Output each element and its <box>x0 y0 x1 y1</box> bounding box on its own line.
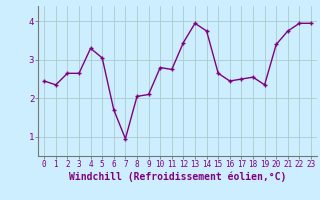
X-axis label: Windchill (Refroidissement éolien,°C): Windchill (Refroidissement éolien,°C) <box>69 172 286 182</box>
